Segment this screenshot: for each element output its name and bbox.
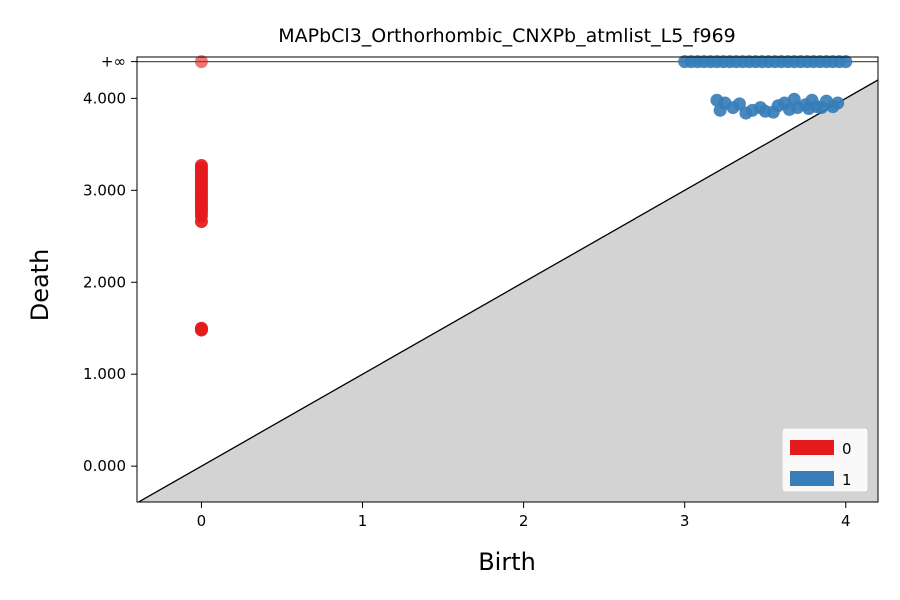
legend-swatch-0 bbox=[790, 440, 834, 455]
data-point-series-0 bbox=[194, 323, 208, 337]
y-tick-label-infinity: +∞ bbox=[101, 53, 126, 71]
x-tick-label: 4 bbox=[841, 512, 851, 530]
data-point-series-0 bbox=[194, 55, 208, 69]
data-point-series-0 bbox=[194, 215, 208, 229]
y-tick-label: 0.000 bbox=[83, 457, 126, 475]
y-tick-label: 4.000 bbox=[83, 89, 126, 107]
legend-label-1: 1 bbox=[842, 471, 852, 489]
chart-title: MAPbCl3_Orthorhombic_CNXPb_atmlist_L5_f9… bbox=[278, 25, 736, 47]
y-tick-label: 1.000 bbox=[83, 365, 126, 383]
x-tick-label: 0 bbox=[197, 512, 207, 530]
data-point-series-1 bbox=[732, 97, 746, 111]
data-point-series-1 bbox=[839, 55, 853, 69]
x-tick-label: 1 bbox=[358, 512, 368, 530]
data-point-series-1 bbox=[831, 96, 845, 110]
x-axis-label: Birth bbox=[478, 548, 536, 576]
legend-swatch-1 bbox=[790, 471, 834, 486]
diagonal-line bbox=[137, 79, 878, 502]
diagonal-shaded-region bbox=[137, 79, 878, 502]
y-tick-label: 2.000 bbox=[83, 273, 126, 291]
y-axis-label: Death bbox=[26, 249, 54, 322]
plot-frame bbox=[136, 56, 879, 503]
y-tick-label: 3.000 bbox=[83, 181, 126, 199]
x-tick-label: 2 bbox=[519, 512, 529, 530]
x-tick-label: 3 bbox=[680, 512, 690, 530]
legend-label-0: 0 bbox=[842, 440, 852, 458]
